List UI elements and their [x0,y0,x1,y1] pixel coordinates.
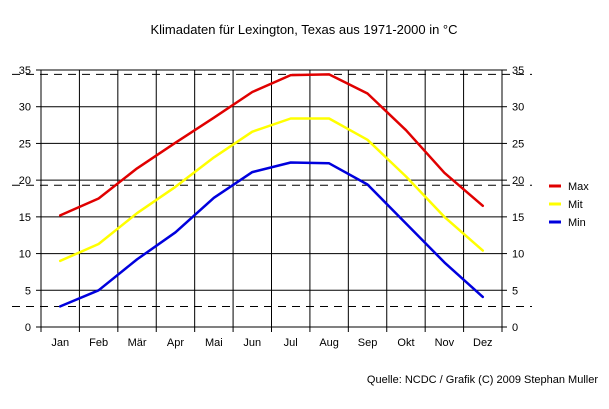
series-line-max [58,73,485,217]
series-line-min [58,161,485,308]
x-tick-label: Okt [397,337,414,349]
y-tick-label-right: 15 [512,212,524,224]
y-tick-label-right: 5 [512,285,518,297]
y-tick-label-right: 30 [512,102,524,114]
y-tick-label-right: 10 [512,249,524,261]
legend-label-min: Min [568,217,586,229]
grid [41,69,502,328]
y-tick-label-left: 35 [19,65,31,77]
legend: Max Mit Min [549,181,589,229]
x-tick-label: Jun [243,337,261,349]
y-tick-label-right: 20 [512,175,524,187]
y-tick-label-left: 15 [19,212,31,224]
x-tick-label: Mai [205,337,223,349]
y-tick-label-left: 30 [19,102,31,114]
x-axis: Jan Feb Mär Apr Mai Jun Jul Aug Sep Okt Nov Dez [40,327,503,349]
y-axis-right: 0 5 10 15 20 25 30 35 [502,65,524,334]
y-tick-label-left: 10 [19,249,31,261]
series-lines [58,73,485,308]
y-tick-label-left: 25 [19,138,31,150]
y-tick-label-left: 5 [25,285,31,297]
x-tick-label: Jan [51,337,69,349]
chart-title: Klimadaten für Lexington, Texas aus 1971… [150,22,457,37]
series-line-mit [58,117,485,263]
legend-label-max: Max [568,181,589,193]
x-tick-label: Aug [319,337,339,349]
y-axis-left: 0 5 10 15 20 25 30 35 [19,65,41,334]
y-tick-label-right: 35 [512,65,524,77]
x-tick-label: Apr [167,337,184,349]
x-tick-label: Nov [435,337,455,349]
x-tick-label: Mär [128,337,147,349]
legend-label-mit: Mit [568,199,583,211]
y-tick-label-left: 0 [25,322,31,334]
source-credit: Quelle: NCDC / Grafik (C) 2009 Stephan M… [367,374,598,386]
x-tick-label: Jul [284,337,298,349]
reference-lines [12,73,532,307]
x-tick-label: Sep [358,337,378,349]
x-tick-label: Feb [89,337,108,349]
y-tick-label-right: 0 [512,322,518,334]
y-tick-label-right: 25 [512,138,524,150]
y-tick-label-left: 20 [19,175,31,187]
x-tick-label: Dez [473,337,493,349]
